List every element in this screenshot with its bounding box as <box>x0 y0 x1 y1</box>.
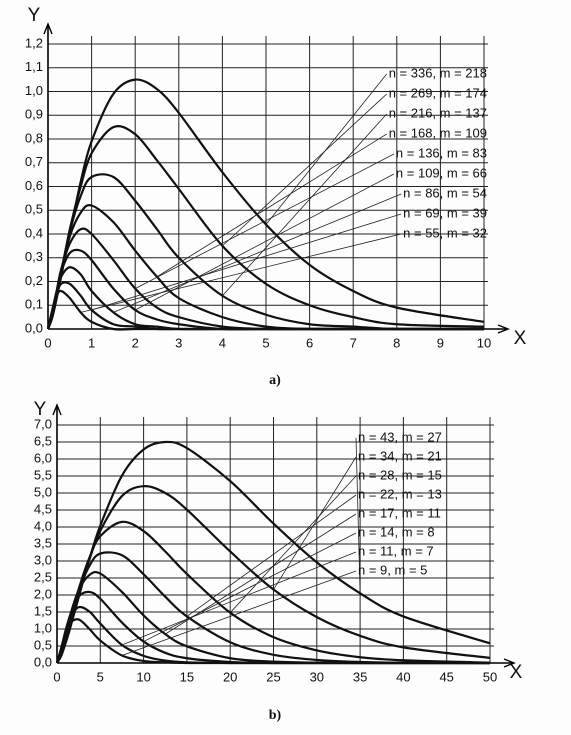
x-axis-arrow <box>503 658 516 668</box>
leader-line <box>135 173 395 311</box>
y-axis-title: Y <box>28 5 41 26</box>
leader-line <box>229 475 357 613</box>
y-tick-label: 5,5 <box>34 467 52 482</box>
leader-line <box>121 570 357 656</box>
leader-line <box>135 153 395 289</box>
y-tick-label: 6,0 <box>34 450 52 465</box>
y-tick-label: 0,5 <box>34 637 52 652</box>
legend-label: n = 168, m = 109 <box>389 125 487 140</box>
caption: a) <box>269 373 281 388</box>
y-tick-label: 1,1 <box>25 59 43 74</box>
x-tick-label: 50 <box>483 669 497 684</box>
leader-line <box>143 532 357 642</box>
y-tick-label: 1,0 <box>34 620 52 635</box>
legend-label: n = 14, m = 8 <box>358 524 435 539</box>
curve <box>56 485 491 664</box>
y-tick-label: 0,0 <box>34 654 52 669</box>
x-axis-title: X <box>514 328 527 349</box>
x-tick-label: 35 <box>353 669 367 684</box>
y-tick-label: 1,0 <box>25 83 43 98</box>
x-tick-label: 3 <box>175 335 182 350</box>
caption: b) <box>269 708 282 723</box>
legend-label: n = 11, m = 7 <box>358 543 434 558</box>
leader-line <box>80 233 402 313</box>
y-tick-label: 6,5 <box>34 433 52 448</box>
x-tick-label: 5 <box>262 335 269 350</box>
x-tick-label: 40 <box>396 669 410 684</box>
leader-line <box>113 193 402 313</box>
y-tick-label: 7,0 <box>34 416 52 431</box>
y-tick-label: 0,4 <box>25 225 43 240</box>
y-tick-label: 3,5 <box>34 535 52 550</box>
y-tick-label: 0,7 <box>25 154 43 169</box>
y-axis-title: Y <box>34 399 47 420</box>
curve <box>55 618 490 665</box>
leader-line <box>156 133 387 278</box>
x-tick-label: 7 <box>350 335 357 350</box>
x-tick-label: 0 <box>53 669 60 684</box>
x-tick-label: 6 <box>306 335 313 350</box>
x-tick-label: 15 <box>180 669 194 684</box>
x-tick-label: 10 <box>477 335 491 350</box>
y-tick-label: 0,9 <box>25 107 43 122</box>
y-tick-label: 1,2 <box>25 35 43 50</box>
leader-line <box>222 113 387 297</box>
y-tick-label: 4,5 <box>34 501 52 516</box>
legend-label: n = 216, m = 137 <box>389 105 487 120</box>
y-axis-arrow <box>43 22 53 35</box>
leader-line <box>273 456 357 590</box>
x-tick-label: 2 <box>132 335 139 350</box>
leader-line <box>91 213 402 311</box>
y-tick-label: 0,1 <box>25 297 43 312</box>
y-tick-label: 4,0 <box>34 518 52 533</box>
x-axis-title: X <box>510 662 523 683</box>
x-tick-label: 20 <box>223 669 237 684</box>
y-tick-label: 0,3 <box>25 249 43 264</box>
y-tick-label: 0,0 <box>25 320 43 335</box>
y-axis-arrow <box>52 403 62 416</box>
y-tick-label: 1,5 <box>34 603 52 618</box>
y-tick-label: 2,0 <box>34 586 52 601</box>
legend-label: n = 336, m = 218 <box>389 65 487 80</box>
y-tick-label: 3,0 <box>34 552 52 567</box>
legend-label: n = 22, m = 13 <box>358 486 442 501</box>
legend-label: n = 69, m = 39 <box>403 205 487 220</box>
x-tick-label: 25 <box>266 669 280 684</box>
x-tick-label: 8 <box>393 335 400 350</box>
leader-line <box>186 494 357 617</box>
legend-label: n = 109, m = 66 <box>396 165 487 180</box>
curve <box>46 289 484 331</box>
y-tick-label: 0,5 <box>25 202 43 217</box>
x-tick-label: 45 <box>439 669 453 684</box>
legend-label: n = 55, m = 32 <box>403 225 487 240</box>
x-tick-label: 5 <box>97 669 104 684</box>
y-tick-label: 0,2 <box>25 273 43 288</box>
x-tick-label: 9 <box>437 335 444 350</box>
x-tick-label: 30 <box>310 669 324 684</box>
y-tick-label: 5,0 <box>34 484 52 499</box>
legend-label: n = 86, m = 54 <box>403 185 487 200</box>
x-tick-label: 4 <box>219 335 226 350</box>
legend-label: n = 17, m = 11 <box>358 505 441 520</box>
chart: 0,0 0,1 0,2 0,3 0,4 0,5 0,6 0,7 0,8 0,9 1,0 1,1 1,2 0… <box>25 5 527 388</box>
x-tick-label: 10 <box>136 669 150 684</box>
legend-label: n = 28, m = 15 <box>358 467 442 482</box>
chart: 0,0 0,5 1,0 1,5 2,0 2,5 3,0 3,5 4,0 4,5 5,0 5,5 6,0 6… <box>34 399 523 723</box>
x-axis-arrow <box>497 324 510 334</box>
x-tick-label: 1 <box>88 335 95 350</box>
leader-line <box>222 93 387 247</box>
legend-label: n = 136, m = 83 <box>396 145 487 160</box>
leader-line <box>121 551 357 646</box>
legend-label: n = 43, m = 27 <box>358 429 442 444</box>
y-tick-label: 2,5 <box>34 569 52 584</box>
legend-label: n = 9, m = 5 <box>358 562 427 577</box>
y-tick-label: 0,8 <box>25 130 43 145</box>
leader-line <box>355 437 361 594</box>
y-tick-label: 0,6 <box>25 178 43 193</box>
legend-label: n = 269, m = 174 <box>389 85 487 100</box>
legend-label: n = 34, m = 21 <box>358 448 442 463</box>
x-tick-label: 0 <box>44 335 51 350</box>
